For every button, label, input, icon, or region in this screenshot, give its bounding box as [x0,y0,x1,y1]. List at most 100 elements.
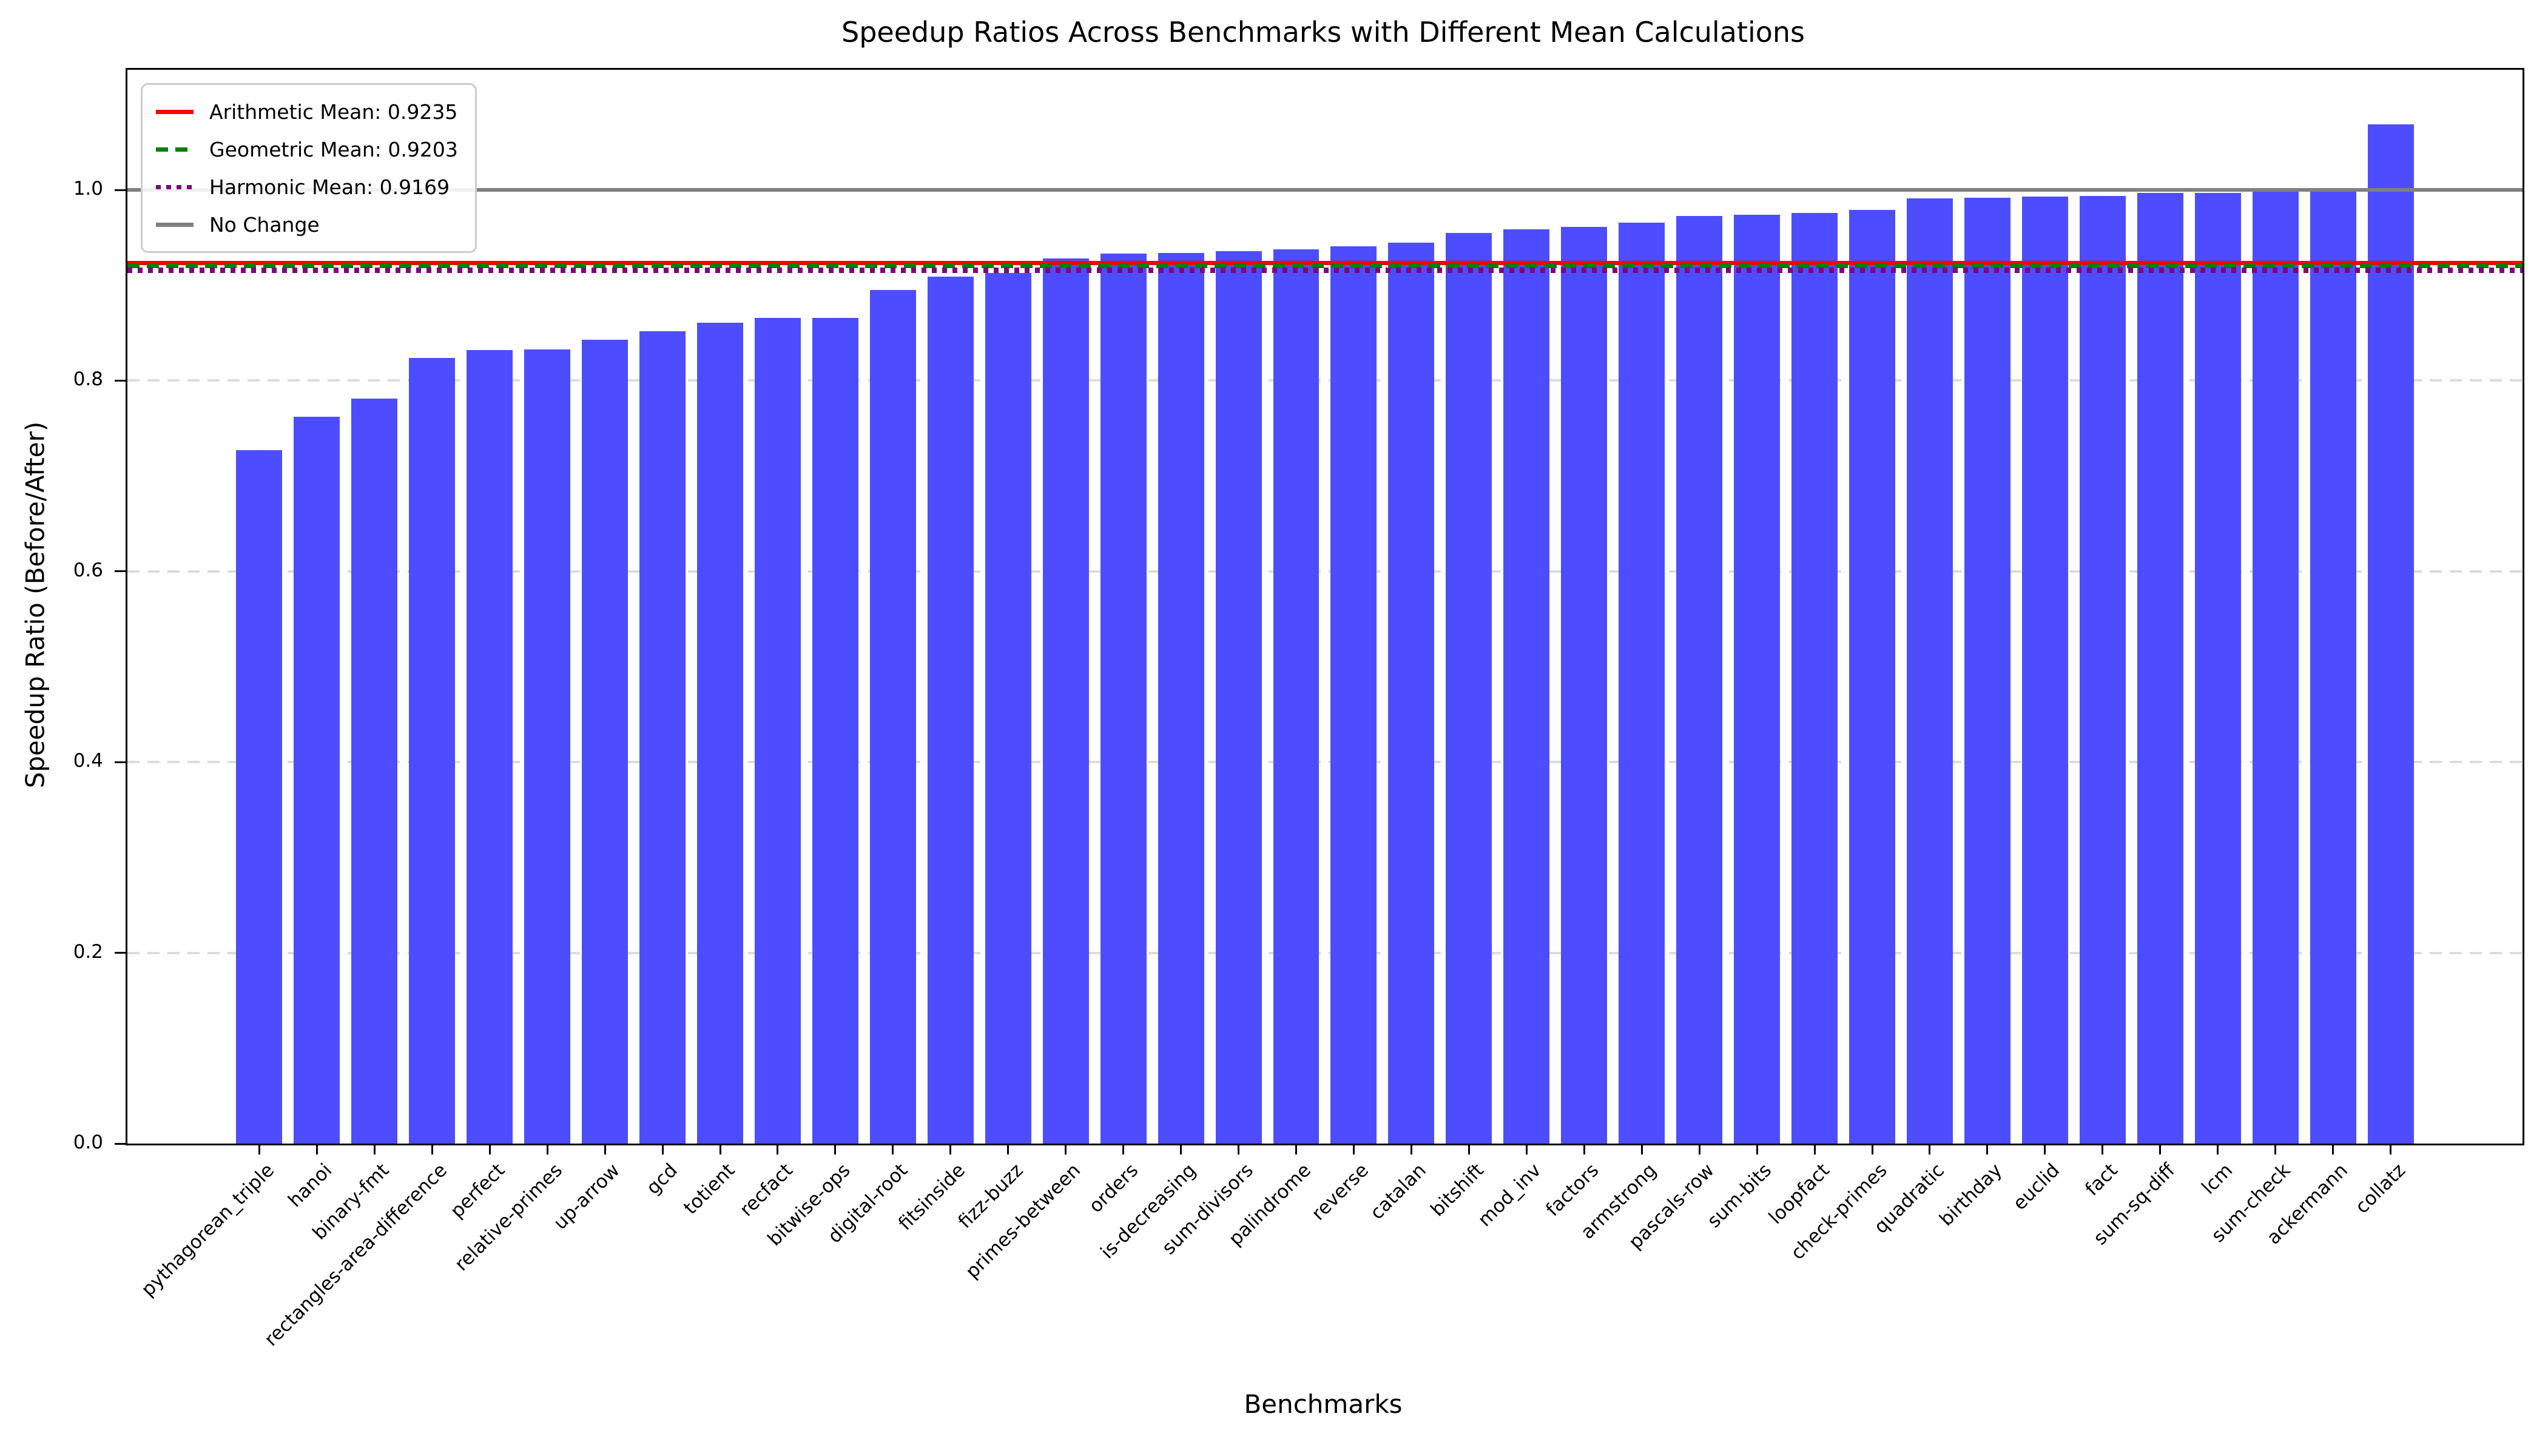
x-tick-label-mod_inv: mod_inv [1474,1159,1546,1232]
bar-collatz [2367,124,2414,1144]
x-tick-mark [834,1144,837,1154]
bar-factors [1561,227,1608,1144]
legend-row: Arithmetic Mean: 0.9235 [156,97,458,126]
bar-palindrome [1273,249,1320,1144]
x-tick-label-totient: totient [679,1159,740,1219]
x-tick-mark [1640,1144,1643,1154]
x-tick-mark [1525,1144,1528,1154]
legend-row: Geometric Mean: 0.9203 [156,135,458,164]
bar-fizz-buzz [985,272,1031,1144]
x-tick-mark [719,1144,721,1154]
bar-relative-primes [524,349,571,1144]
x-tick-mark [1583,1144,1585,1154]
bar-euclid [2021,197,2068,1144]
y-tick-mark [115,189,126,191]
x-tick-mark [777,1144,779,1154]
y-tick-label: 0.6 [73,559,103,581]
bar-birthday [1964,197,2010,1144]
y-tick-label: 1.0 [73,178,103,200]
bar-gcd [639,331,686,1144]
bar-hanoi [294,417,340,1144]
x-tick-label-collatz: collatz [2351,1159,2410,1218]
x-tick-label-catalan: catalan [1366,1159,1431,1224]
bar-totient [697,322,743,1144]
x-tick-mark [1295,1144,1298,1154]
bar-bitwise-ops [812,317,858,1144]
x-tick-label-gcd: gcd [642,1159,682,1199]
bar-sum-divisors [1215,251,1262,1144]
bar-orders [1100,254,1147,1144]
y-tick-mark [115,1142,126,1145]
y-tick-mark [115,379,126,382]
y-gridline [127,761,2523,764]
y-tick-mark [115,761,126,763]
bar-sum-sq-diff [2137,192,2183,1144]
legend-row: No Change [156,210,458,239]
x-tick-mark [2044,1144,2046,1154]
bar-binary-fmt [351,399,398,1144]
bar-pascals-row [1676,215,1723,1144]
x-tick-mark [604,1144,606,1154]
legend-line-sample [156,109,194,114]
y-tick-mark [115,570,126,573]
y-tick-label: 0.8 [73,368,103,391]
legend-label: No Change [209,212,320,237]
legend-label: Geometric Mean: 0.9203 [209,137,458,161]
x-tick-mark [1756,1144,1758,1154]
x-tick-mark [1122,1144,1125,1154]
bar-perfect [467,350,513,1144]
y-tick-label: 0.0 [73,1131,103,1153]
x-tick-label-pythagorean_triple: pythagorean_triple [136,1159,278,1301]
refline-geometric-mean [127,264,2523,269]
x-tick-mark [2390,1144,2392,1154]
y-gridline [127,570,2523,573]
x-tick-mark [2101,1144,2104,1154]
x-tick-mark [373,1144,376,1154]
legend-line-sample [156,184,194,189]
legend: Arithmetic Mean: 0.9235 Geometric Mean: 0… [141,83,477,253]
x-tick-label-lcm: lcm [2197,1159,2237,1199]
bar-check-primes [1849,210,1895,1144]
x-tick-mark [1698,1144,1700,1154]
bar-ackermann [2310,190,2356,1144]
legend-label: Harmonic Mean: 0.9169 [209,175,450,199]
x-tick-mark [949,1144,952,1154]
y-axis-title: Speedup Ratio (Before/After) [20,421,50,789]
bar-digital-root [869,290,916,1144]
legend-line-sample [156,147,194,152]
x-tick-mark [1238,1144,1240,1154]
x-tick-mark [661,1144,664,1154]
x-tick-mark [2159,1144,2162,1154]
bar-reverse [1330,246,1377,1144]
y-gridline [127,951,2523,954]
legend-label: Arithmetic Mean: 0.9235 [209,99,458,124]
bar-fitsinside [927,277,974,1144]
x-tick-label-hanoi: hanoi [283,1159,336,1212]
x-tick-mark [1065,1144,1067,1154]
refline-arithmetic-mean [127,261,2523,266]
plot-area: 0.0 0.2 0.4 0.6 0.8 1.0 pythagorean_triple hano… [73,68,2524,1350]
chart-title: Speedup Ratios Across Benchmarks with Di… [841,16,1805,49]
legend-line-sample [156,222,194,227]
x-tick-label-reverse: reverse [1307,1159,1373,1225]
bar-catalan [1388,242,1435,1144]
bar-pythagorean_triple [236,450,283,1144]
x-tick-mark [2332,1144,2334,1154]
x-tick-mark [1929,1144,1931,1154]
bar-armstrong [1619,222,1665,1144]
x-tick-mark [2274,1144,2277,1154]
legend-row: Harmonic Mean: 0.9169 [156,172,458,201]
y-tick-label: 0.4 [73,750,103,772]
y-tick-label: 0.2 [73,940,103,963]
bar-fact [2079,195,2126,1144]
x-tick-label-fact: fact [2081,1159,2122,1201]
x-axis-title: Benchmarks [1244,1389,1403,1419]
y-tick-mark [115,952,126,954]
refline-no-change [127,188,2523,192]
x-tick-mark [1468,1144,1470,1154]
y-gridline [127,379,2523,382]
bar-is-decreasing [1158,252,1204,1144]
bar-up-arrow [582,339,629,1144]
bar-recfact [755,317,801,1144]
bar-mod_inv [1503,229,1550,1144]
